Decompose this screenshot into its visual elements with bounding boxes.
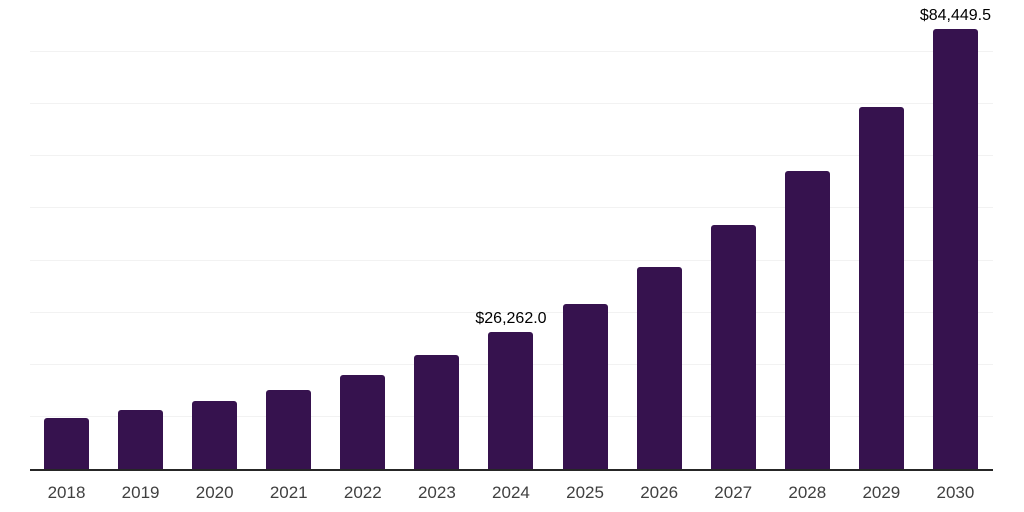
x-tick-label-2020: 2020	[195, 482, 234, 502]
x-tick-label-2030: 2030	[936, 482, 975, 502]
x-tick-label-2025: 2025	[566, 482, 604, 502]
bar-2026	[636, 267, 682, 469]
gridline-50000	[30, 207, 993, 209]
x-axis-labels: 2018 2019 2020 2021 2022 2023 2024 2025 2026 2027…	[30, 473, 993, 512]
bar-column-2024: $26,262.0	[475, 311, 547, 469]
x-tick-label-2026: 2026	[640, 482, 679, 502]
bar-2023	[414, 355, 460, 469]
plot-area: $26,262.0 $84,449.5	[30, 0, 993, 471]
bar-column-2022	[340, 374, 386, 469]
bar-2030	[932, 28, 978, 469]
bar-column-2027	[710, 224, 756, 469]
x-tick-label-2022: 2022	[343, 482, 382, 502]
bars-container: $26,262.0 $84,449.5	[30, 0, 993, 469]
bar-2024	[488, 332, 534, 469]
x-tick-label-2019: 2019	[121, 482, 160, 502]
x-tick-label-2027: 2027	[714, 482, 753, 502]
bar-column-2028	[784, 170, 830, 469]
x-tick-label-2029: 2029	[862, 482, 901, 502]
bar-2027	[710, 224, 756, 469]
bar-column-2018	[44, 418, 89, 469]
bar-column-2020	[192, 401, 238, 469]
bar-2025	[562, 304, 608, 469]
bar-column-2026	[636, 267, 682, 469]
bar-column-2019	[118, 410, 164, 469]
bar-2021	[266, 389, 312, 469]
bar-value-label-2030: $84,449.5	[919, 6, 992, 24]
bar-column-2029	[858, 107, 904, 469]
bar-value-label-2024: $26,262.0	[475, 310, 547, 328]
gridline-70000	[30, 103, 993, 105]
bar-column-2030: $84,449.5	[920, 7, 991, 469]
gridline-60000	[30, 155, 993, 157]
x-tick-label-2021: 2021	[269, 482, 308, 502]
bar-column-2021	[266, 389, 312, 469]
bar-2029	[858, 107, 904, 469]
x-tick-label-2018: 2018	[47, 482, 86, 502]
bar-2020	[192, 401, 238, 469]
bar-2019	[118, 410, 164, 469]
bar-2028	[784, 170, 830, 469]
gridline-30000	[30, 311, 993, 313]
gridline-40000	[30, 259, 993, 261]
x-tick-label-2024: 2024	[492, 482, 530, 502]
bar-2018	[44, 418, 89, 469]
bar-2022	[340, 374, 386, 469]
bar-column-2023	[414, 355, 460, 469]
x-tick-label-2028: 2028	[788, 482, 827, 502]
x-tick-label-2023: 2023	[417, 482, 456, 502]
gridline-80000	[30, 51, 993, 53]
bar-column-2025	[562, 304, 608, 469]
